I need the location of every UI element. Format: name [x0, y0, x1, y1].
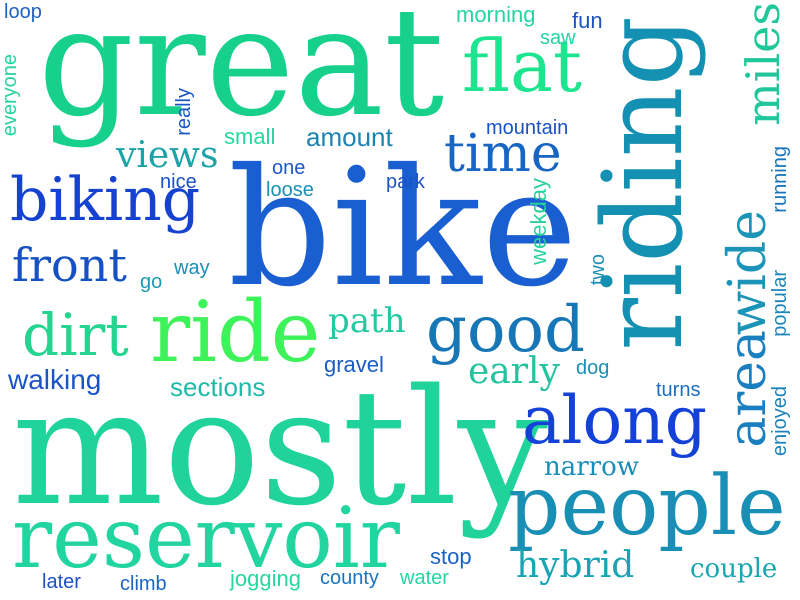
word-small: small — [224, 124, 276, 149]
word-people: people — [508, 459, 786, 554]
word-along: along — [522, 382, 707, 459]
word-weekday: weekday — [526, 178, 551, 265]
word-flat: flat — [462, 24, 582, 108]
word-great: great — [38, 0, 445, 150]
word-area: area — [718, 330, 778, 448]
word-mountain: mountain — [486, 117, 569, 139]
word-turns: turns — [656, 379, 701, 401]
word-nice: nice — [160, 171, 197, 193]
word-amount: amount — [306, 122, 393, 152]
word-miles: miles — [736, 2, 790, 126]
word-everyone: everyone — [0, 54, 21, 137]
word-biking: biking — [10, 165, 201, 235]
word-walking: walking — [8, 364, 102, 395]
word-park: park — [386, 171, 425, 193]
word-early: early — [468, 351, 560, 392]
word-couple: couple — [690, 554, 778, 584]
word-wide: wide — [718, 210, 778, 336]
word-reservoir: reservoir — [12, 489, 400, 587]
word-time: time — [444, 124, 562, 184]
word-narrow: narrow — [544, 452, 640, 482]
word-mostly: mostly — [12, 354, 549, 541]
word-loop: loop — [4, 1, 42, 23]
word-county: county — [320, 567, 379, 589]
word-ride: ride — [150, 283, 321, 381]
word-bike: bike — [228, 135, 578, 323]
word-way: way — [174, 257, 210, 279]
word-hybrid: hybrid — [516, 545, 635, 586]
word-jogging: jogging — [230, 566, 301, 591]
word-sections: sections — [170, 372, 266, 402]
word-go: go — [140, 271, 163, 293]
word-water: water — [400, 567, 449, 589]
word-popular: popular — [769, 270, 791, 337]
word-later: later — [42, 571, 81, 593]
word-loose: loose — [266, 179, 314, 201]
word-path: path — [328, 301, 406, 341]
word-climb: climb — [120, 573, 167, 595]
word-saw: saw — [540, 27, 576, 49]
word-good: good — [426, 293, 585, 367]
word-enjoyed: enjoyed — [769, 386, 791, 457]
word-gravel: gravel — [324, 352, 384, 377]
word-one: one — [272, 157, 306, 179]
word-riding: riding — [579, 16, 707, 351]
word-stop: stop — [430, 544, 472, 569]
word-fun: fun — [572, 8, 603, 33]
word-views: views — [116, 135, 219, 176]
word-dirt: dirt — [22, 301, 129, 369]
word-front: front — [12, 238, 127, 292]
word-dog: dog — [576, 357, 610, 379]
word-really: really — [173, 88, 195, 136]
word-running: running — [769, 146, 791, 213]
word-morning: morning — [456, 2, 536, 27]
word-two: two — [587, 254, 609, 286]
